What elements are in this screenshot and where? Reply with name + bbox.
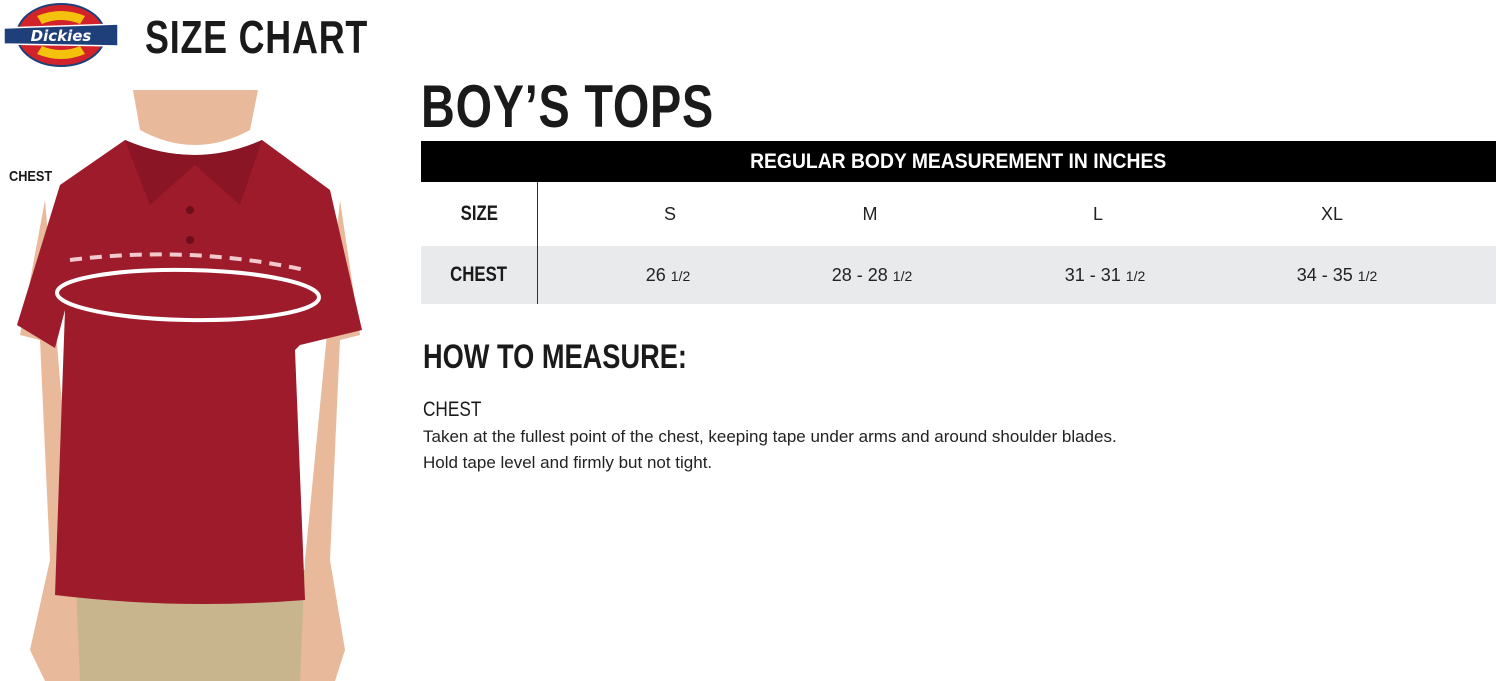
chest-row-label: CHEST (450, 263, 508, 286)
face (133, 90, 258, 145)
svg-text:Dickies: Dickies (31, 27, 92, 45)
chest-cell: 28 - 28 1/2 (831, 264, 913, 285)
section-title: BOY’S TOPS (421, 73, 715, 140)
chest-cell: 26 1/2 (645, 264, 691, 285)
tape-back (69, 252, 306, 272)
chest-cell: 31 - 31 1/2 (1064, 264, 1146, 285)
boy-polo-shirt-illustration (17, 90, 362, 681)
figure-chest-label: CHEST (9, 168, 53, 185)
chest-instruction-line: Taken at the fullest point of the chest,… (423, 427, 1117, 446)
how-to-measure-title: HOW TO MEASURE: (423, 338, 687, 376)
size-row-label: SIZE (460, 202, 498, 225)
size-cell: M (862, 203, 878, 224)
chest-instruction-line: Hold tape level and firmly but not tight… (423, 453, 713, 472)
chest-cell: 34 - 35 1/2 (1296, 264, 1378, 285)
measuring-tape (55, 267, 321, 323)
table-header-text: REGULAR BODY MEASUREMENT IN INCHES (750, 150, 1167, 173)
size-chart-title: SIZE CHART (145, 11, 369, 63)
table-header: REGULAR BODY MEASUREMENT IN INCHES (421, 141, 1496, 182)
chest-instruction-title: CHEST (423, 398, 482, 421)
table-divider (537, 182, 538, 304)
size-row: SIZE S M L XL (421, 182, 1496, 246)
size-cell: XL (1320, 203, 1344, 224)
size-table: REGULAR BODY MEASUREMENT IN INCHES SIZE … (421, 141, 1496, 304)
chest-row: CHEST 26 1/2 28 - 28 1/2 31 - 31 1/2 34 … (421, 246, 1496, 304)
dickies-logo: Dickies (3, 3, 119, 67)
size-cell: S (663, 203, 677, 224)
size-cell: L (1092, 203, 1104, 224)
shirt (17, 140, 362, 604)
